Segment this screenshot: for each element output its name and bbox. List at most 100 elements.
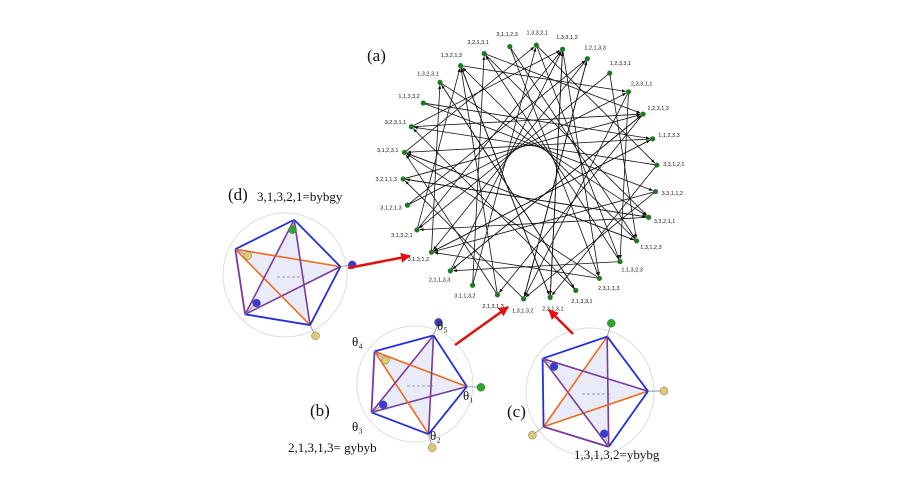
node-label: 2,3,1,3,1 bbox=[542, 307, 563, 313]
guide-circle bbox=[525, 327, 655, 457]
node bbox=[428, 249, 435, 255]
node bbox=[533, 42, 539, 48]
bead bbox=[381, 355, 390, 365]
node bbox=[607, 70, 613, 76]
edge bbox=[416, 51, 562, 231]
diagonal bbox=[542, 357, 649, 392]
node-label: 2,1,1,3,3 bbox=[429, 278, 450, 284]
edge bbox=[416, 68, 461, 231]
diagonal bbox=[606, 336, 610, 447]
edge bbox=[523, 61, 588, 299]
node bbox=[470, 282, 476, 288]
diagonal bbox=[427, 335, 435, 435]
caption: 2,1,3,1,3= gybyb bbox=[288, 440, 377, 455]
node-label: 1,1,2,3,3 bbox=[658, 133, 679, 139]
diagonal bbox=[374, 350, 468, 388]
node bbox=[573, 287, 579, 294]
edge bbox=[431, 85, 442, 253]
node bbox=[559, 46, 566, 52]
node-label: 1,3,3,1,2 bbox=[556, 35, 577, 41]
node-label: 3,1,1,2,3 bbox=[496, 32, 517, 38]
node bbox=[494, 292, 501, 298]
node-label: 2,3,3,1,1 bbox=[631, 82, 652, 88]
edge bbox=[406, 153, 600, 279]
edge bbox=[411, 112, 641, 128]
node-label: 1,3,1,2,3 bbox=[640, 245, 661, 251]
bead bbox=[288, 225, 297, 234]
node bbox=[649, 136, 656, 142]
node bbox=[481, 50, 487, 57]
node bbox=[507, 44, 513, 50]
side bbox=[374, 334, 434, 353]
edge bbox=[407, 92, 627, 206]
node bbox=[401, 149, 408, 156]
panel-label: (a) bbox=[367, 46, 386, 65]
edge bbox=[439, 82, 647, 216]
angle-label: θ₂ bbox=[430, 428, 441, 443]
node-label: 3,1,3,1,2 bbox=[408, 257, 429, 263]
diagonal bbox=[235, 248, 341, 268]
side bbox=[606, 336, 649, 392]
edge bbox=[411, 50, 561, 128]
side bbox=[543, 425, 609, 448]
edge bbox=[509, 46, 599, 276]
edge bbox=[498, 113, 644, 293]
node bbox=[420, 100, 426, 106]
edge bbox=[407, 60, 586, 206]
side bbox=[432, 334, 468, 388]
bead bbox=[659, 386, 669, 396]
edge bbox=[509, 46, 636, 239]
node bbox=[584, 56, 590, 62]
edge bbox=[472, 47, 537, 286]
node-label: 3,1,2,3,1 bbox=[377, 148, 398, 154]
bead bbox=[428, 443, 437, 452]
bead bbox=[599, 429, 609, 438]
node bbox=[646, 214, 652, 220]
side bbox=[427, 386, 468, 435]
edge bbox=[472, 56, 486, 286]
caption: 1,3,1,3,2=ybybg bbox=[574, 447, 660, 462]
edge bbox=[434, 191, 656, 252]
node-label: 1,3,2,1,3 bbox=[441, 53, 462, 59]
node bbox=[408, 124, 414, 130]
edge bbox=[460, 65, 626, 93]
arrow bbox=[548, 309, 574, 335]
node-label: 3,2,1,3,1 bbox=[467, 40, 488, 46]
node bbox=[404, 202, 411, 208]
bead bbox=[243, 251, 252, 260]
side bbox=[371, 411, 429, 436]
diagonal bbox=[371, 385, 468, 414]
node bbox=[521, 296, 527, 302]
node bbox=[547, 294, 553, 300]
node bbox=[596, 275, 603, 281]
node bbox=[414, 227, 420, 233]
side bbox=[541, 358, 545, 427]
edge bbox=[460, 68, 498, 295]
node bbox=[654, 162, 660, 168]
node-label: 1,2,3,1,3 bbox=[647, 106, 668, 112]
edge bbox=[405, 154, 498, 295]
node-label: 1,3,3,2,1 bbox=[526, 31, 547, 37]
node-label: 2,1,3,3,1 bbox=[571, 299, 592, 305]
node-label: 3,1,2,1,3 bbox=[380, 206, 401, 212]
node-label: 3,3,1,1,2 bbox=[662, 191, 683, 197]
node-label: 1,3,1,3,2 bbox=[512, 308, 533, 314]
side bbox=[607, 390, 649, 448]
side bbox=[542, 335, 608, 360]
diagonal bbox=[293, 219, 311, 326]
edge bbox=[460, 65, 550, 295]
edge bbox=[536, 44, 655, 164]
node bbox=[640, 111, 646, 117]
diagonal bbox=[373, 350, 430, 435]
guide-circle bbox=[222, 212, 348, 338]
node-label: 3,2,1,1,3 bbox=[376, 177, 397, 183]
side bbox=[293, 219, 342, 268]
inner-area bbox=[235, 219, 341, 326]
node bbox=[617, 258, 623, 265]
angle-label: θ₃ bbox=[352, 419, 363, 434]
edge bbox=[525, 191, 656, 298]
node bbox=[625, 89, 632, 95]
node-label: 3,3,2,1,1 bbox=[654, 219, 675, 225]
